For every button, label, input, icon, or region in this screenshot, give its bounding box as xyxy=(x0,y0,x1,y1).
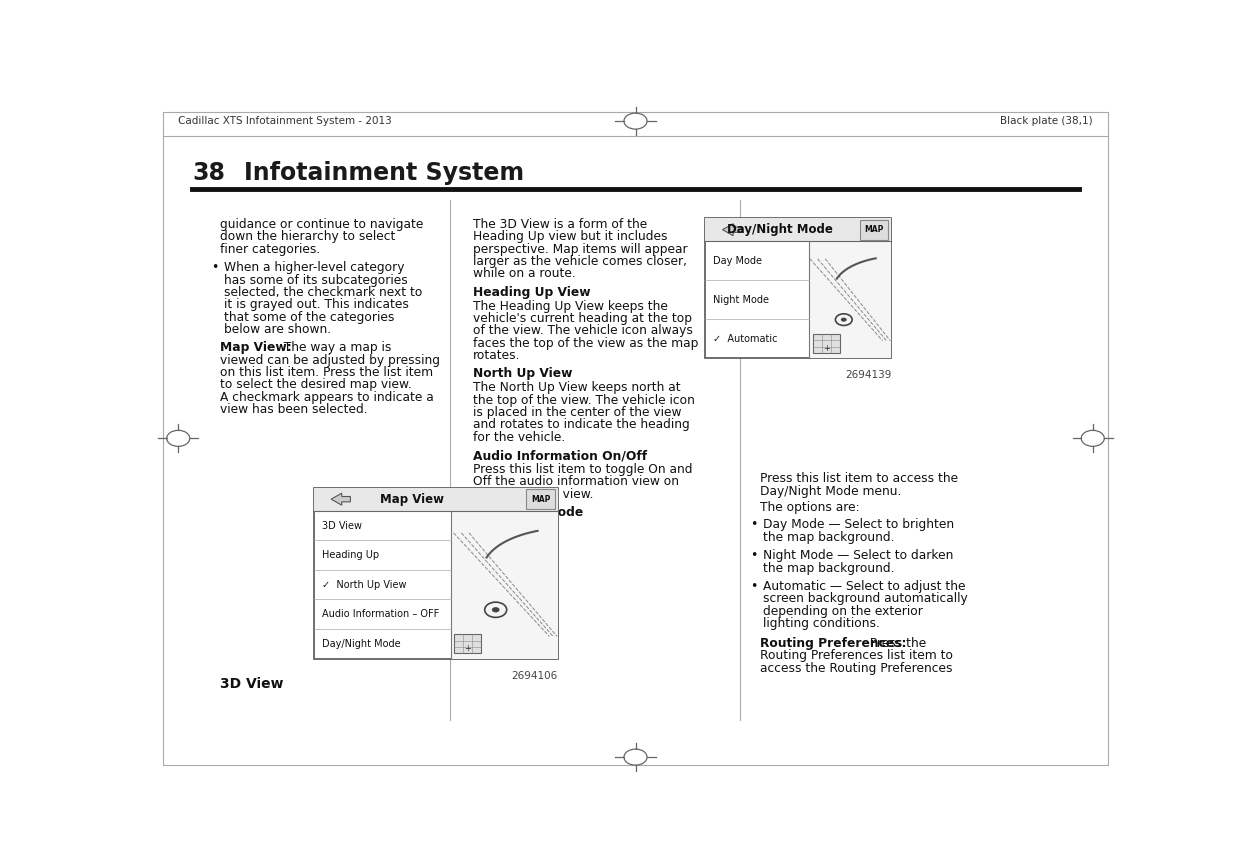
Text: •: • xyxy=(750,580,758,593)
Text: The Heading Up View keeps the: The Heading Up View keeps the xyxy=(472,299,667,312)
Text: to select the desired map view.: to select the desired map view. xyxy=(221,378,412,391)
Text: •: • xyxy=(750,549,758,562)
Text: perspective. Map items will appear: perspective. Map items will appear xyxy=(472,243,687,256)
FancyBboxPatch shape xyxy=(706,218,892,358)
Text: faces the top of the view as the map: faces the top of the view as the map xyxy=(472,337,698,350)
Text: and rotates to indicate the heading: and rotates to indicate the heading xyxy=(472,418,689,431)
Text: lighting conditions.: lighting conditions. xyxy=(764,617,880,630)
Text: Night Mode: Night Mode xyxy=(713,295,769,305)
Text: on this list item. Press the list item: on this list item. Press the list item xyxy=(221,366,433,379)
Text: The options are:: The options are: xyxy=(759,502,859,515)
Text: Day/Night Mode menu.: Day/Night Mode menu. xyxy=(759,484,901,497)
Text: down the hierarchy to select: down the hierarchy to select xyxy=(221,230,396,243)
Text: Day/Night Mode: Day/Night Mode xyxy=(472,506,583,519)
Text: below are shown.: below are shown. xyxy=(224,323,331,336)
Text: Map View:: Map View: xyxy=(221,341,291,354)
Text: MAP: MAP xyxy=(864,225,884,234)
Text: that some of the categories: that some of the categories xyxy=(224,311,394,324)
Text: Day Mode: Day Mode xyxy=(713,256,761,266)
FancyBboxPatch shape xyxy=(813,334,841,353)
Text: larger as the vehicle comes closer,: larger as the vehicle comes closer, xyxy=(472,255,687,268)
FancyBboxPatch shape xyxy=(706,218,892,241)
Text: North Up View: North Up View xyxy=(472,367,572,380)
Text: Routing Preferences list item to: Routing Preferences list item to xyxy=(759,649,952,662)
Text: access the Routing Preferences: access the Routing Preferences xyxy=(759,661,952,674)
FancyBboxPatch shape xyxy=(810,241,892,358)
Text: MAP: MAP xyxy=(531,495,551,503)
Text: 2694106: 2694106 xyxy=(512,671,558,681)
FancyBboxPatch shape xyxy=(526,490,556,509)
Text: The North Up View keeps north at: The North Up View keeps north at xyxy=(472,381,681,394)
Text: screen background automatically: screen background automatically xyxy=(764,592,968,605)
Text: the main map view.: the main map view. xyxy=(472,488,593,501)
Text: 2694139: 2694139 xyxy=(844,371,892,380)
Text: Heading Up view but it includes: Heading Up view but it includes xyxy=(472,230,667,243)
Text: Off the audio information view on: Off the audio information view on xyxy=(472,476,678,489)
Text: The way a map is: The way a map is xyxy=(275,341,392,354)
Text: Audio Information On/Off: Audio Information On/Off xyxy=(472,449,647,462)
Text: Night Mode — Select to darken: Night Mode — Select to darken xyxy=(764,549,954,562)
Text: Day/Night Mode: Day/Night Mode xyxy=(727,223,832,236)
FancyBboxPatch shape xyxy=(450,510,558,659)
FancyBboxPatch shape xyxy=(314,488,558,659)
Text: ✓  North Up View: ✓ North Up View xyxy=(321,580,405,589)
Text: +: + xyxy=(823,344,830,352)
Text: view has been selected.: view has been selected. xyxy=(221,403,368,416)
Text: +: + xyxy=(465,644,471,653)
Text: vehicle's current heading at the top: vehicle's current heading at the top xyxy=(472,312,692,325)
Text: Day/Night Mode: Day/Night Mode xyxy=(321,639,401,648)
Text: The 3D View is a form of the: The 3D View is a form of the xyxy=(472,218,647,231)
Text: depending on the exterior: depending on the exterior xyxy=(764,605,924,618)
Text: Infotainment System: Infotainment System xyxy=(244,161,525,186)
Text: A checkmark appears to indicate a: A checkmark appears to indicate a xyxy=(221,391,434,404)
Text: rotates.: rotates. xyxy=(472,349,521,362)
Text: Map View: Map View xyxy=(379,493,444,506)
Text: 3D View: 3D View xyxy=(321,521,362,530)
Text: Black plate (38,1): Black plate (38,1) xyxy=(1001,116,1092,126)
Text: Heading Up: Heading Up xyxy=(321,550,378,560)
FancyBboxPatch shape xyxy=(454,635,481,654)
Text: the map background.: the map background. xyxy=(764,562,895,575)
Text: ✓  Automatic: ✓ Automatic xyxy=(713,334,777,344)
Text: while on a route.: while on a route. xyxy=(472,267,575,280)
Text: has some of its subcategories: has some of its subcategories xyxy=(224,273,408,286)
Text: viewed can be adjusted by pressing: viewed can be adjusted by pressing xyxy=(221,353,440,366)
Text: of the view. The vehicle icon always: of the view. The vehicle icon always xyxy=(472,325,693,338)
Text: Heading Up View: Heading Up View xyxy=(472,286,590,299)
Text: Automatic — Select to adjust the: Automatic — Select to adjust the xyxy=(764,580,966,593)
Text: selected, the checkmark next to: selected, the checkmark next to xyxy=(224,286,423,299)
Polygon shape xyxy=(723,224,742,236)
Text: it is grayed out. This indicates: it is grayed out. This indicates xyxy=(224,299,409,312)
Text: finer categories.: finer categories. xyxy=(221,243,320,256)
Text: guidance or continue to navigate: guidance or continue to navigate xyxy=(221,218,424,231)
FancyBboxPatch shape xyxy=(859,220,888,240)
Circle shape xyxy=(841,318,847,322)
Text: 3D View: 3D View xyxy=(221,677,284,691)
Text: Day Mode — Select to brighten: Day Mode — Select to brighten xyxy=(764,518,955,531)
Text: Audio Information – OFF: Audio Information – OFF xyxy=(321,609,439,619)
Text: •: • xyxy=(211,261,218,274)
Text: Cadillac XTS Infotainment System - 2013: Cadillac XTS Infotainment System - 2013 xyxy=(179,116,392,126)
Text: 38: 38 xyxy=(192,161,226,186)
Text: is placed in the center of the view: is placed in the center of the view xyxy=(472,406,681,419)
FancyBboxPatch shape xyxy=(314,488,558,510)
Polygon shape xyxy=(331,493,351,505)
Text: the map background.: the map background. xyxy=(764,530,895,543)
Text: When a higher-level category: When a higher-level category xyxy=(224,261,404,274)
Text: the top of the view. The vehicle icon: the top of the view. The vehicle icon xyxy=(472,394,694,407)
Text: Press this list item to toggle On and: Press this list item to toggle On and xyxy=(472,463,692,476)
Text: for the vehicle.: for the vehicle. xyxy=(472,431,565,444)
Circle shape xyxy=(492,607,500,613)
Text: Press this list item to access the: Press this list item to access the xyxy=(759,472,957,485)
Text: Routing Preferences:: Routing Preferences: xyxy=(759,637,906,650)
Text: •: • xyxy=(750,518,758,531)
Text: Press the: Press the xyxy=(862,637,926,650)
